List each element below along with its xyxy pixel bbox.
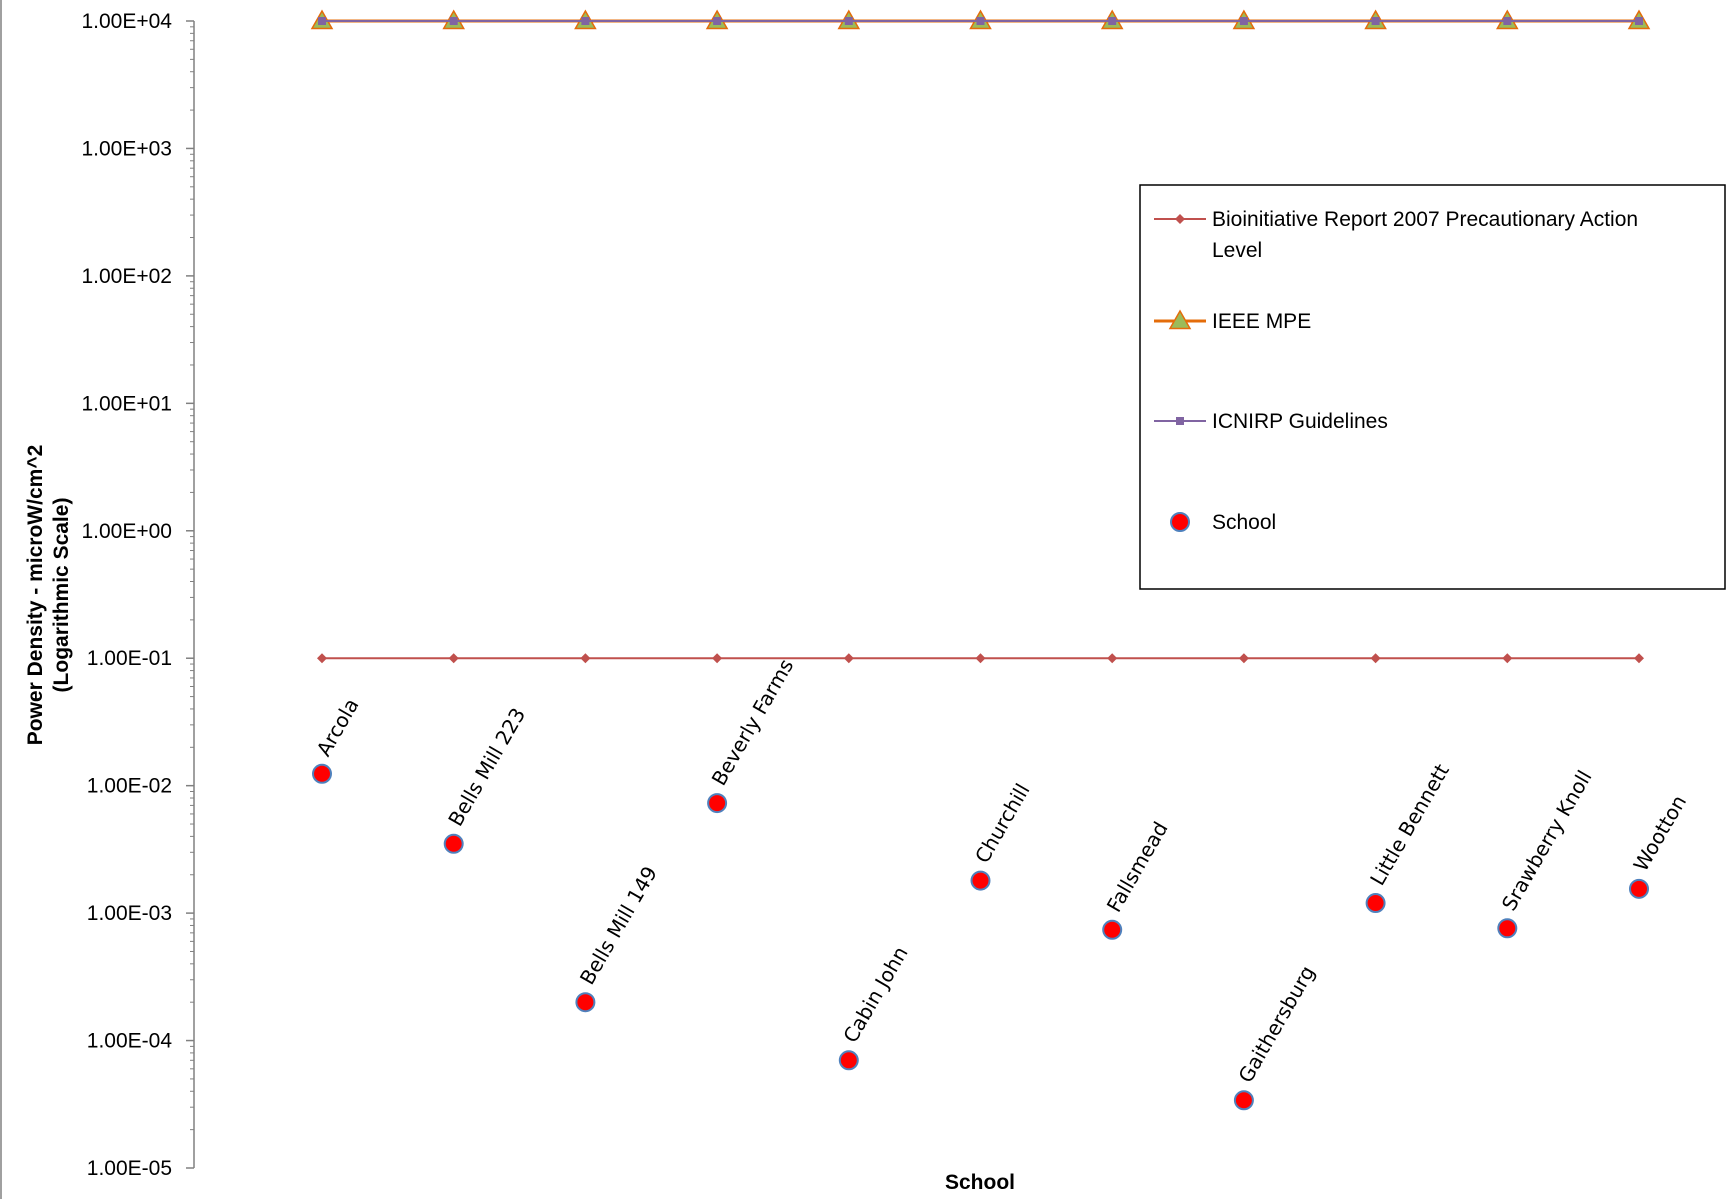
- y-tick-label: 1.00E-03: [87, 902, 172, 925]
- legend-item: Bioinitiative Report 2007 Precautionary …: [1154, 208, 1638, 262]
- y-tick-label: 1.00E-04: [87, 1030, 173, 1053]
- data-point: [448, 653, 459, 664]
- data-point: [318, 17, 326, 25]
- data-point: [838, 1050, 859, 1071]
- legend-label: Bioinitiative Report 2007 Precautionary …: [1212, 208, 1638, 231]
- legend-item: School: [1170, 511, 1276, 534]
- y-tick-label: 1.00E+00: [81, 520, 172, 543]
- data-point: [1635, 17, 1643, 25]
- data-point: [1503, 17, 1512, 25]
- school-point-label: Churchill: [970, 779, 1035, 867]
- data-point: [844, 17, 853, 25]
- school-point-label: Fallsmead: [1102, 817, 1173, 916]
- y-tick-label: 1.00E-01: [87, 647, 172, 670]
- data-point: [1629, 878, 1649, 899]
- data-point: [581, 17, 590, 25]
- school-point-label: Gaithersburg: [1233, 962, 1319, 1087]
- legend-marker: [1168, 309, 1192, 330]
- legend-label: School: [1212, 511, 1276, 534]
- y-tick-label: 1.00E+02: [81, 265, 172, 288]
- data-point: [575, 992, 596, 1013]
- school-point-label: Beverly Farms: [707, 655, 799, 790]
- data-point: [449, 17, 458, 25]
- data-point: [580, 653, 591, 664]
- data-point: [1108, 17, 1117, 25]
- school-point-label: Bells Mill 149: [575, 862, 662, 989]
- data-point: [317, 653, 327, 664]
- data-point: [1497, 918, 1518, 939]
- series-school: [312, 763, 1649, 1111]
- y-axis: 1.00E+04 1.00E+03 1.00E+02 1.00E+01 1.00E+00…: [81, 10, 195, 1180]
- y-axis-title-line: Power Density - microW/cm^2: [24, 445, 47, 746]
- y-axis-title-line: (Logarithmic Scale): [50, 498, 73, 693]
- data-point: [312, 763, 332, 784]
- data-point: [1107, 653, 1118, 664]
- legend-item: IEEE MPE: [1154, 309, 1311, 333]
- point-labels: Arcola Bells Mill 223 Bells Mill 149 Beverl…: [312, 655, 1692, 1087]
- y-tick-label: 1.00E+04: [81, 10, 172, 33]
- school-point-label: Arcola: [312, 694, 364, 760]
- x-axis-title: School: [945, 1171, 1015, 1194]
- data-point: [843, 653, 854, 664]
- legend-marker: [1176, 417, 1184, 425]
- data-point: [1233, 1090, 1254, 1111]
- school-point-label: Wootton: [1629, 791, 1692, 875]
- data-point: [1365, 893, 1386, 914]
- series-icnirp-guidelines: [318, 17, 1643, 25]
- data-point: [707, 793, 728, 814]
- school-point-label: Little Bennett: [1365, 760, 1454, 890]
- data-point: [970, 870, 991, 891]
- data-point: [1102, 919, 1123, 940]
- school-point-label: Cabin John: [838, 942, 912, 1047]
- legend-marker: [1175, 214, 1185, 224]
- data-point: [712, 653, 723, 664]
- y-tick-label: 1.00E+01: [81, 392, 172, 415]
- data-point: [443, 833, 464, 854]
- legend-box: [1139, 184, 1726, 590]
- data-point: [1502, 653, 1513, 664]
- y-tick-label: 1.00E-02: [87, 775, 172, 798]
- data-point: [1634, 653, 1644, 664]
- legend-marker: [1170, 512, 1190, 532]
- legend-item: ICNIRP Guidelines: [1154, 410, 1388, 433]
- legend-label: Level: [1212, 239, 1262, 262]
- data-point: [975, 653, 986, 664]
- y-tick-label: 1.00E-05: [87, 1157, 172, 1180]
- school-point-label: Bells Mill 223: [443, 704, 530, 831]
- legend-label: IEEE MPE: [1212, 310, 1311, 333]
- series-bioinitiative-report-2007-precautionary-action-level: [317, 653, 1644, 664]
- legend-label: ICNIRP Guidelines: [1212, 410, 1388, 433]
- data-point: [1238, 653, 1249, 664]
- y-tick-label: 1.00E+03: [81, 137, 172, 160]
- series-layer: [310, 9, 1651, 1111]
- data-point: [1239, 17, 1248, 25]
- data-point: [976, 17, 985, 25]
- legend: Bioinitiative Report 2007 Precautionary …: [1139, 184, 1726, 590]
- data-point: [713, 17, 722, 25]
- school-point-label: Srawberry Knoll: [1497, 766, 1597, 915]
- data-point: [1371, 17, 1380, 25]
- data-point: [1370, 653, 1381, 664]
- y-axis-title: Power Density - microW/cm^2 (Logarithmic …: [24, 445, 73, 746]
